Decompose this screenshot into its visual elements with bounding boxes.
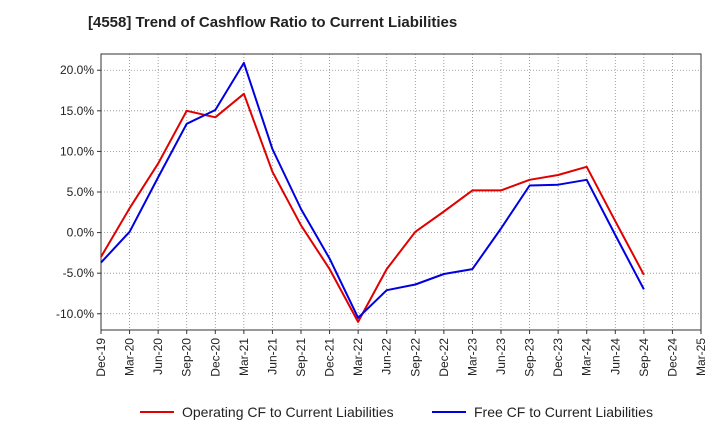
x-tick-label: Dec-20 bbox=[208, 338, 222, 377]
legend-swatch-operating-cf bbox=[140, 411, 174, 413]
x-tick-label: Mar-24 bbox=[580, 338, 594, 376]
x-tick-label: Mar-20 bbox=[123, 338, 137, 376]
line-chart: -10.0% -5.0% 0.0% 5.0% 10.0% 15.0% 20.0% Dec-1… bbox=[56, 53, 708, 377]
y-axis: -10.0% -5.0% 0.0% 5.0% 10.0% 15.0% 20.0% bbox=[56, 63, 101, 321]
legend-item-operating-cf: Operating CF to Current Liabilities bbox=[140, 404, 394, 420]
x-tick-label: Jun-21 bbox=[265, 338, 279, 375]
x-tick-label: Sep-20 bbox=[180, 338, 194, 377]
legend-label-operating-cf: Operating CF to Current Liabilities bbox=[182, 404, 394, 420]
x-axis: Dec-19 Mar-20 Jun-20 Sep-20 Dec-20 Mar-21 Jun-… bbox=[94, 330, 708, 377]
x-tick-label: Jun-22 bbox=[380, 338, 394, 375]
y-tick-label: -5.0% bbox=[63, 266, 95, 280]
x-tick-label: Sep-22 bbox=[408, 338, 422, 377]
legend-swatch-free-cf bbox=[432, 411, 466, 413]
y-tick-label: 0.0% bbox=[67, 226, 95, 240]
legend-item-free-cf: Free CF to Current Liabilities bbox=[432, 404, 653, 420]
series-lines bbox=[100, 61, 645, 323]
x-tick-label: Dec-23 bbox=[551, 338, 565, 377]
x-tick-label: Jun-20 bbox=[151, 338, 165, 375]
series-line-operating-cf bbox=[100, 92, 645, 323]
y-tick-label: -10.0% bbox=[56, 307, 94, 321]
chart-title: [4558] Trend of Cashflow Ratio to Curren… bbox=[88, 14, 458, 31]
x-tick-label: Sep-21 bbox=[294, 338, 308, 377]
grid-lines bbox=[101, 54, 701, 330]
x-tick-label: Mar-25 bbox=[694, 338, 708, 376]
x-tick-label: Dec-21 bbox=[323, 338, 337, 377]
legend: Operating CF to Current Liabilities Free… bbox=[0, 404, 720, 428]
x-tick-label: Mar-23 bbox=[465, 338, 479, 376]
x-tick-label: Mar-22 bbox=[351, 338, 365, 376]
series-line-free-cf bbox=[100, 61, 645, 319]
x-tick-label: Sep-24 bbox=[637, 338, 651, 377]
legend-label-free-cf: Free CF to Current Liabilities bbox=[474, 404, 653, 420]
x-tick-label: Jun-23 bbox=[494, 338, 508, 375]
y-tick-label: 10.0% bbox=[60, 144, 94, 158]
x-tick-label: Dec-22 bbox=[437, 338, 451, 377]
x-tick-label: Dec-19 bbox=[94, 338, 108, 377]
y-tick-label: 15.0% bbox=[60, 104, 94, 118]
x-tick-label: Sep-23 bbox=[523, 338, 537, 377]
x-tick-label: Dec-24 bbox=[665, 338, 679, 377]
x-tick-label: Jun-24 bbox=[608, 338, 622, 375]
x-tick-label: Mar-21 bbox=[237, 338, 251, 376]
y-tick-label: 5.0% bbox=[67, 185, 95, 199]
y-tick-label: 20.0% bbox=[60, 63, 94, 77]
